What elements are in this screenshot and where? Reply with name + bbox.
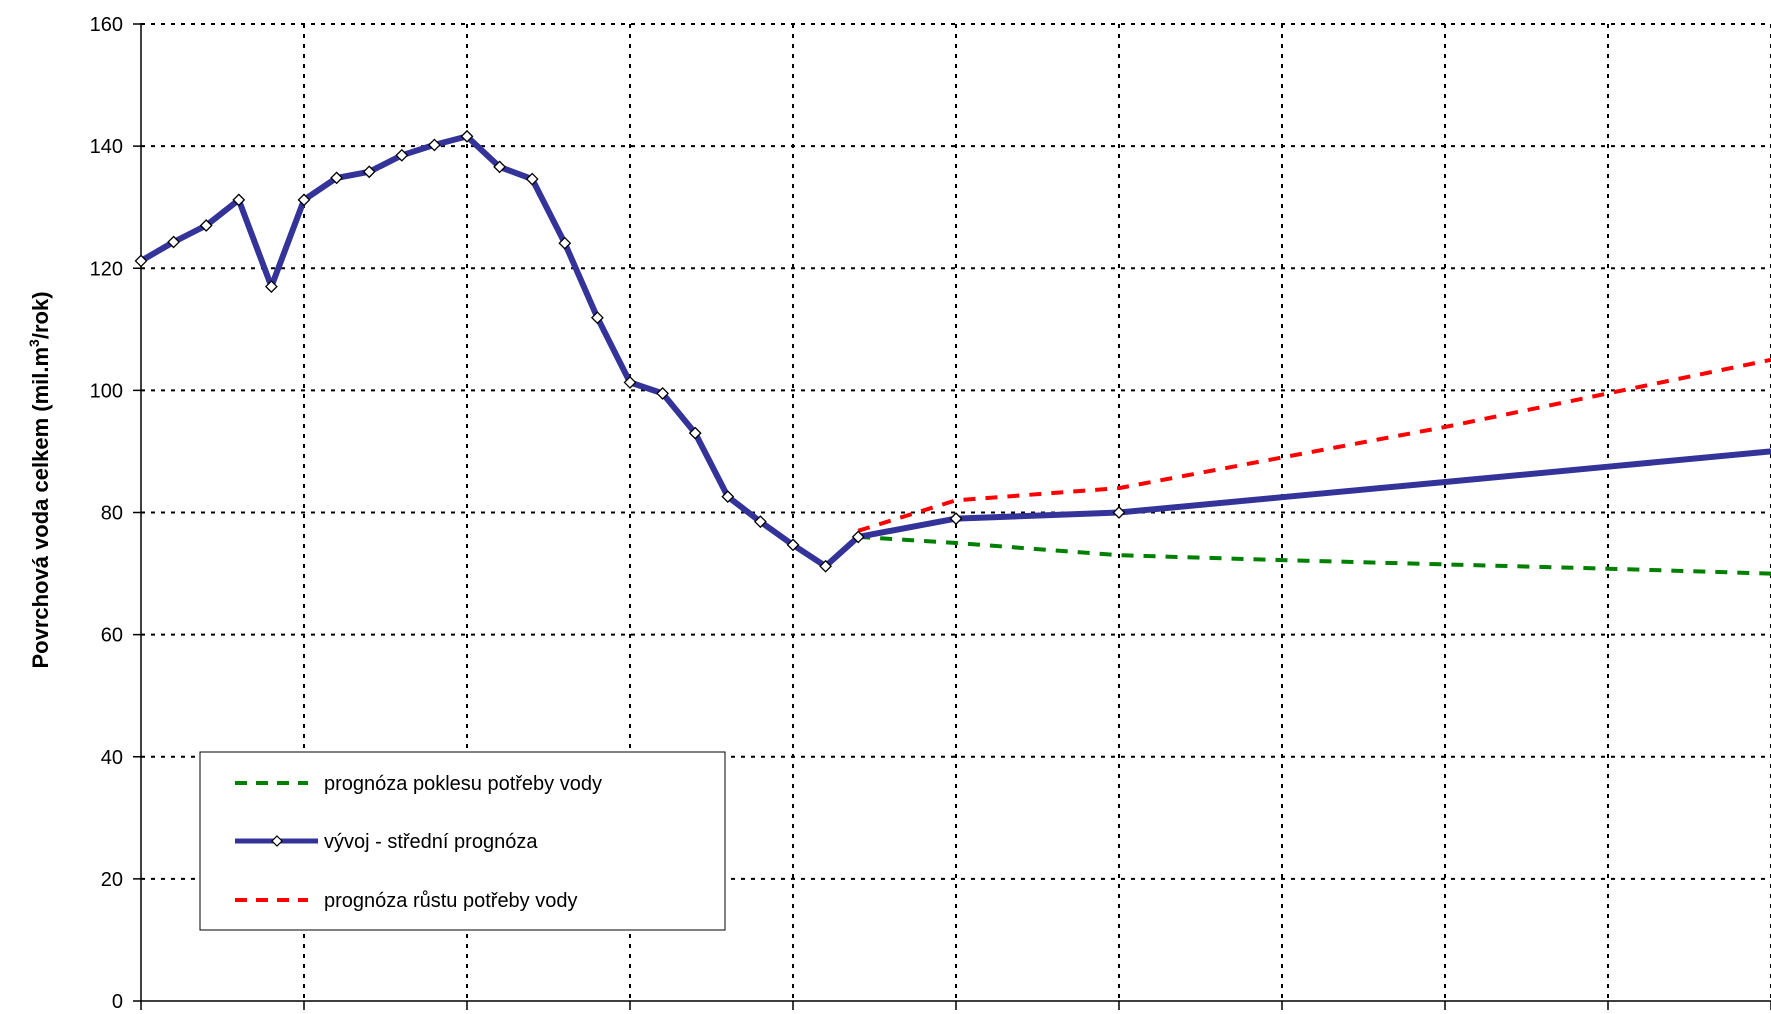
series-line-middle bbox=[139, 133, 1771, 570]
series-line-growth bbox=[857, 357, 1771, 533]
data-point-marker bbox=[232, 193, 246, 207]
y-axis-label-main: Povrchová voda celkem (mil.m bbox=[28, 347, 53, 669]
data-point-marker bbox=[656, 387, 670, 400]
data-point-marker bbox=[525, 172, 539, 186]
y-axis-label: Povrchová voda celkem (mil.m3/rok) bbox=[26, 291, 53, 668]
y-tick-label: 40 bbox=[101, 747, 123, 769]
data-point-marker bbox=[460, 129, 474, 143]
series-layer bbox=[134, 129, 1771, 576]
y-axis-label-unit: /rok) bbox=[28, 291, 53, 339]
data-point-marker bbox=[199, 219, 213, 232]
data-point-marker bbox=[558, 236, 572, 250]
y-tick-label: 100 bbox=[90, 380, 123, 402]
data-point-marker bbox=[395, 148, 409, 162]
data-point-marker bbox=[851, 530, 865, 544]
y-tick-label: 80 bbox=[101, 503, 123, 525]
data-point-marker bbox=[134, 254, 148, 268]
grid-lines bbox=[141, 23, 1771, 1001]
data-point-marker bbox=[264, 280, 278, 293]
y-tick-label: 140 bbox=[90, 136, 123, 158]
data-point-marker bbox=[623, 376, 637, 389]
legend-label-middle: vývoj - střední prognóza bbox=[324, 831, 538, 853]
legend-swatch-middle-marker bbox=[271, 835, 283, 847]
data-point-marker bbox=[493, 160, 507, 174]
data-point-marker bbox=[590, 311, 604, 325]
data-point-marker bbox=[330, 171, 344, 185]
axes bbox=[133, 23, 1771, 1010]
data-point-marker bbox=[721, 490, 735, 504]
y-tick-label: 20 bbox=[101, 869, 123, 891]
y-tick-label: 0 bbox=[112, 991, 123, 1013]
legend-label-growth: prognóza růstu potřeby vody bbox=[324, 890, 578, 912]
data-point-marker bbox=[786, 538, 800, 552]
y-axis-label-superscript: 3 bbox=[26, 339, 42, 347]
data-point-marker bbox=[819, 559, 833, 573]
data-point-marker bbox=[297, 193, 311, 207]
data-point-marker bbox=[949, 512, 963, 526]
y-tick-label: 120 bbox=[90, 258, 123, 280]
data-point-marker bbox=[688, 426, 702, 440]
y-tick-labels: 0 20 40 60 80 100 120 140 160 bbox=[90, 14, 123, 1013]
data-point-marker bbox=[362, 165, 376, 179]
y-tick-label: 60 bbox=[101, 625, 123, 647]
legend: prognóza poklesu potřeby vody vývoj - st… bbox=[199, 751, 726, 931]
data-point-marker bbox=[427, 138, 441, 152]
y-tick-label: 160 bbox=[90, 14, 123, 36]
legend-label-decline: prognóza poklesu potřeby vody bbox=[324, 773, 602, 795]
data-point-marker bbox=[167, 235, 181, 249]
series-line-decline bbox=[858, 534, 1771, 576]
data-point-marker bbox=[1112, 506, 1126, 519]
data-point-marker bbox=[753, 515, 767, 529]
